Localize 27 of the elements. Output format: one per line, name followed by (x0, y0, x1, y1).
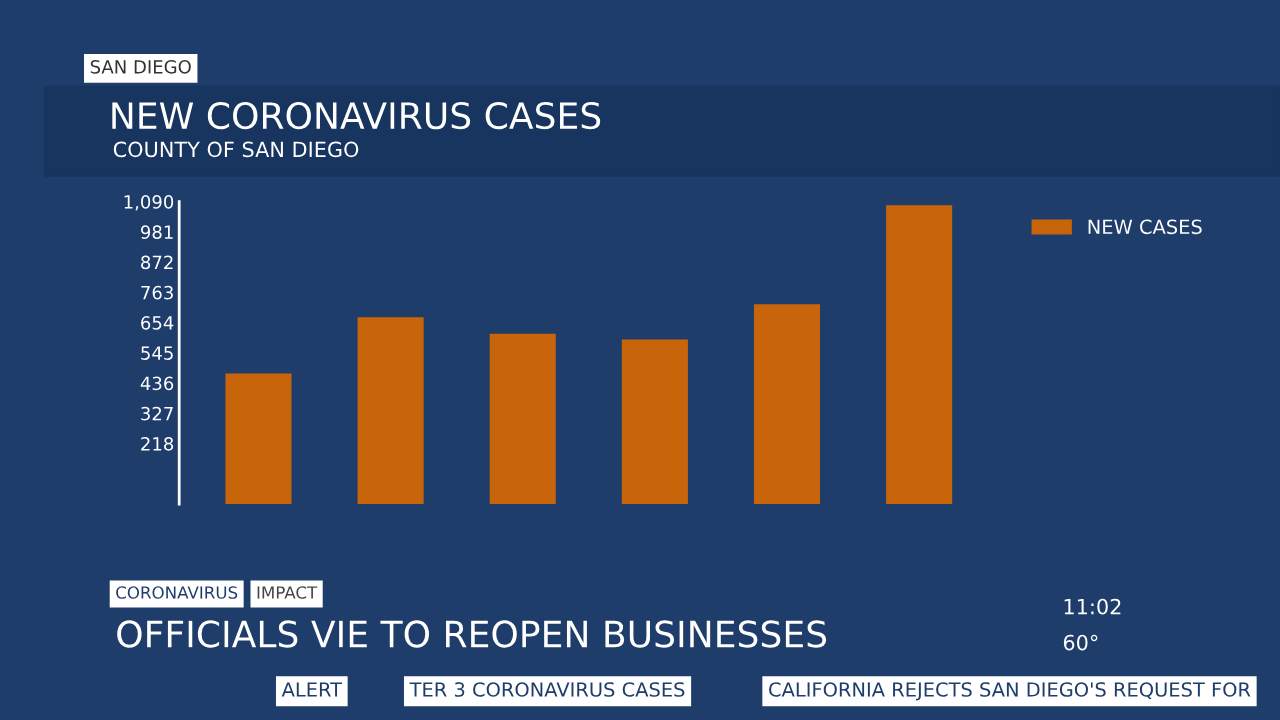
y-tick-label: 327 (141, 406, 173, 421)
text: CALIFORNIA REJECTS SAN DIEGO'S REQUEST FOR (769, 682, 1251, 701)
text: TER 3 CORONAVIRUS CASES (409, 682, 685, 697)
legend-label: NEW CASES (1088, 219, 1202, 235)
y-tick-label: 218 (141, 436, 174, 451)
text: 60° (1063, 634, 1098, 651)
y-tick-label: 1,090 (124, 195, 174, 211)
bar (489, 333, 556, 504)
bar (886, 205, 953, 504)
chart-subtitle: COUNTY OF SAN DIEGO (113, 141, 359, 158)
bar (357, 317, 424, 504)
y-tick-label: 872 (141, 255, 173, 270)
chart-title: NEW CORONAVIRUS CASES (112, 101, 601, 130)
text: SAN DIEGO (90, 59, 191, 74)
y-tick-label: 763 (141, 285, 173, 300)
bar (621, 339, 688, 504)
text: ALERT (281, 682, 343, 697)
text: IMPACT (257, 586, 318, 599)
y-tick-label: 654 (141, 316, 174, 330)
text: OFFICIALS VIE TO REOPEN BUSINESSES (117, 620, 827, 648)
y-tick-label: 545 (141, 346, 173, 360)
bar (753, 304, 821, 504)
y-tick-label: 981 (141, 225, 173, 239)
y-tick-label: 436 (140, 376, 174, 391)
text: CORONAVIRUS (116, 586, 238, 599)
text: 11:02 (1064, 598, 1121, 615)
bar (225, 373, 292, 504)
